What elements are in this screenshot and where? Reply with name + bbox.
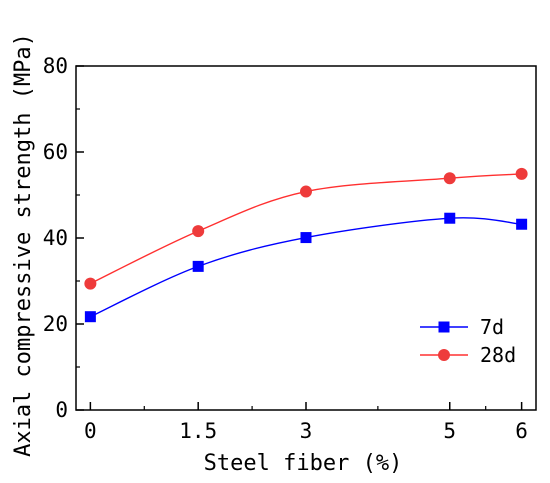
series-layer [84,167,528,323]
data-point [192,225,205,238]
data-point [515,167,528,180]
data-point [516,218,528,230]
x-tick-label: 0 [84,419,97,443]
y-axis-title: Axial compressive strength (MPa) [11,33,36,457]
series-7d [84,212,528,323]
data-point [300,185,312,198]
y-tick-label: 80 [43,54,68,78]
x-tick-label: 1.5 [179,419,217,443]
y-tick-label: 40 [43,226,68,250]
data-point [300,232,312,244]
data-point [84,311,96,323]
x-tick-label: 5 [443,419,456,443]
y-tick-label: 60 [43,140,68,164]
legend-marker [438,349,450,361]
data-point [84,277,97,290]
data-point [192,260,204,272]
x-tick-label: 6 [515,419,528,443]
legend-label: 7d [480,315,504,339]
legend-label: 28d [480,343,516,367]
data-point [444,212,456,224]
data-point [443,172,456,185]
x-tick-label: 3 [300,419,313,443]
series-28d [84,167,528,290]
x-axis-title: Steel fiber (%) [204,451,403,476]
legend-marker [438,321,450,333]
y-tick-label: 20 [43,312,68,336]
axes: 0 20 40 60 80 0 1.5 3 5 6 [43,54,537,443]
y-tick-label: 0 [55,398,68,422]
